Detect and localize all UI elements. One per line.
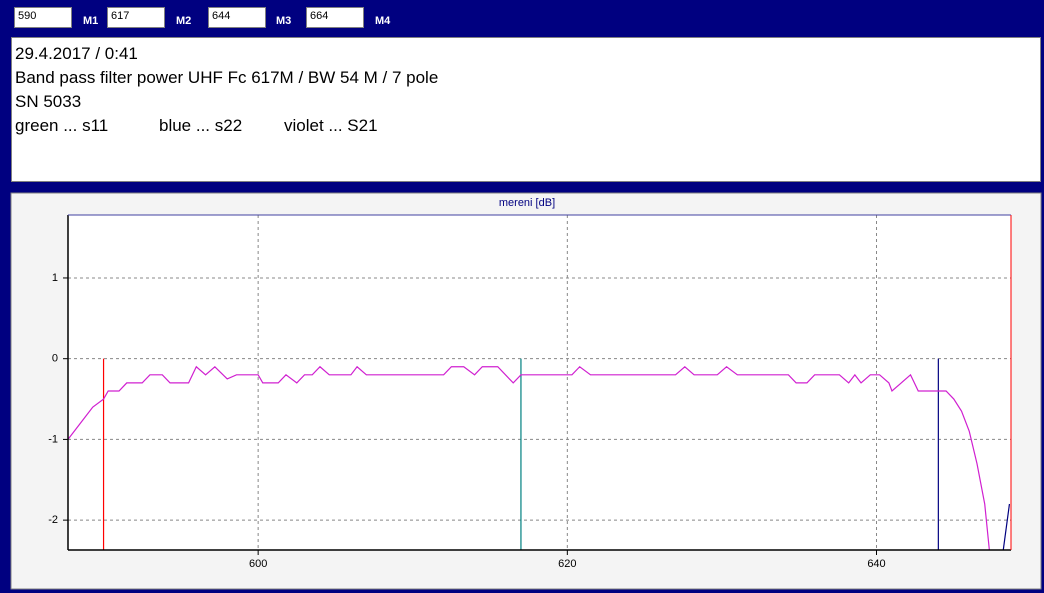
marker-input[interactable]: 664 — [306, 7, 364, 28]
x-tick-label: 640 — [867, 558, 885, 570]
note-legend: green ... s11 blue ... s22 violet ... S21 — [15, 114, 1037, 138]
legend-text: violet ... S21 — [284, 116, 378, 135]
plot-area — [68, 215, 1011, 550]
marker-label: M2 — [176, 15, 192, 27]
legend-text: blue ... s22 — [159, 116, 243, 135]
marker-label: M3 — [276, 15, 292, 27]
y-tick-label: 1 — [52, 272, 58, 284]
notes-box[interactable]: 29.4.2017 / 0:41 Band pass filter power … — [11, 37, 1041, 182]
data-line — [1002, 503, 1011, 550]
y-tick-label: 0 — [52, 353, 58, 365]
note-line: Band pass filter power UHF Fc 617M / BW … — [15, 68, 439, 87]
note-line: 29.4.2017 / 0:41 — [15, 44, 138, 63]
note-line: SN 5033 — [15, 92, 82, 111]
marker-input[interactable]: 617 — [107, 7, 165, 28]
plot-content — [68, 358, 1011, 550]
x-tick-label: 620 — [558, 558, 576, 570]
marker-input[interactable]: 590 — [14, 7, 72, 28]
y-tick-label: -1 — [48, 433, 58, 445]
legend-text: green ... s11 — [15, 116, 109, 135]
y-tick-label: -2 — [48, 514, 58, 526]
data-line — [68, 365, 990, 550]
chart-title: mereni [dB] — [499, 197, 555, 209]
marker-label: M1 — [83, 15, 99, 27]
x-tick-label: 600 — [249, 558, 267, 570]
marker-input[interactable]: 644 — [208, 7, 266, 28]
marker-label: M4 — [375, 15, 391, 27]
